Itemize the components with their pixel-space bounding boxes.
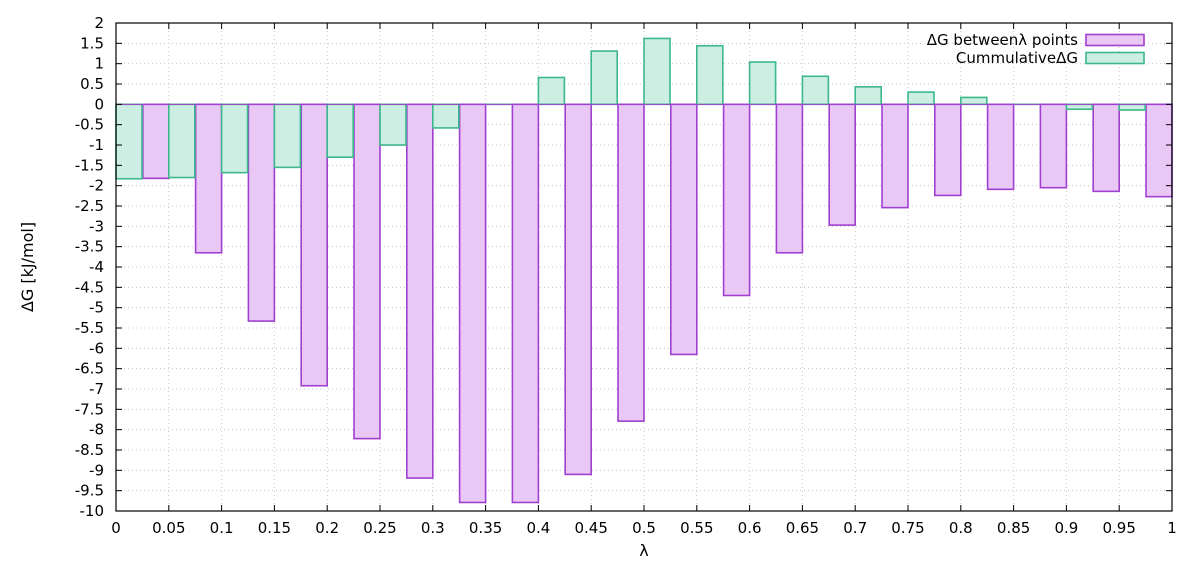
y-tick-label: 1.5 bbox=[80, 34, 104, 52]
y-tick-label: -6 bbox=[89, 339, 104, 357]
x-tick-label: 0.35 bbox=[469, 519, 502, 537]
y-tick-label: -3 bbox=[89, 217, 104, 235]
y-tick-label: -9 bbox=[89, 461, 104, 479]
bar-cumulative bbox=[115, 103, 143, 180]
x-tick-label: 0.05 bbox=[152, 519, 185, 537]
y-tick-label: -5.5 bbox=[75, 319, 104, 337]
legend: ΔG betweenλ points CummulativeΔG bbox=[927, 31, 1145, 67]
y-tick-label: -4 bbox=[89, 258, 104, 276]
y-tick-label: 0.5 bbox=[80, 75, 104, 93]
bar-cumulative bbox=[959, 96, 988, 106]
bar-cumulative bbox=[801, 75, 830, 106]
x-tick-label: 0.65 bbox=[786, 519, 819, 537]
bar-cumulative bbox=[379, 103, 407, 146]
bar-between bbox=[775, 103, 804, 254]
bar-between bbox=[1145, 103, 1173, 198]
bar-between bbox=[722, 103, 751, 297]
bars-layer bbox=[115, 37, 1173, 504]
bar-cumulative bbox=[1065, 103, 1094, 111]
x-tick-label: 1 bbox=[1167, 519, 1177, 537]
bar-between bbox=[1039, 103, 1068, 189]
x-axis-label: λ bbox=[639, 541, 648, 560]
bar-between bbox=[564, 103, 593, 476]
bar-cumulative bbox=[695, 44, 724, 106]
bar-cumulative bbox=[854, 86, 883, 106]
y-tick-label: -3.5 bbox=[75, 238, 104, 256]
bar-between bbox=[986, 103, 1015, 191]
bar-between bbox=[353, 103, 381, 440]
bar-between bbox=[142, 103, 170, 180]
bar-between bbox=[1092, 103, 1120, 193]
bar-between bbox=[617, 103, 645, 422]
x-tick-label: 0.2 bbox=[315, 519, 339, 537]
x-tick-label: 0.25 bbox=[363, 519, 396, 537]
x-tick-label: 0.75 bbox=[891, 519, 924, 537]
bar-cumulative bbox=[326, 103, 355, 159]
bar-cumulative bbox=[537, 76, 566, 106]
bar-cumulative bbox=[907, 91, 935, 106]
x-tick-labels: 0 0.05 0.1 0.15 0.2 0.25 0.3 0.35 0.4 0.45 0.5 0.55… bbox=[111, 519, 1177, 537]
y-tick-label: -2.5 bbox=[75, 197, 104, 215]
y-tick-label: -5 bbox=[89, 299, 104, 317]
bar-cumulative bbox=[590, 50, 619, 106]
legend-swatch-cumulative bbox=[1085, 51, 1145, 65]
x-tick-label: 0.15 bbox=[258, 519, 291, 537]
y-tick-label: -8 bbox=[89, 421, 104, 439]
y-tick-label: -1.5 bbox=[75, 156, 104, 174]
bar-between bbox=[300, 103, 329, 387]
legend-swatch-between bbox=[1085, 33, 1145, 47]
bar-between bbox=[458, 103, 487, 504]
x-tick-label: 0.55 bbox=[680, 519, 713, 537]
x-tick-label: 0.3 bbox=[421, 519, 445, 537]
legend-entry-between-label: ΔG betweenλ points bbox=[927, 31, 1078, 49]
bar-cumulative bbox=[1118, 103, 1146, 111]
x-tick-label: 0.6 bbox=[738, 519, 762, 537]
bar-cumulative bbox=[431, 103, 460, 129]
x-tick-label: 0.85 bbox=[997, 519, 1030, 537]
bar-cumulative bbox=[643, 37, 671, 106]
y-tick-label: -6.5 bbox=[75, 360, 104, 378]
bar-between bbox=[933, 103, 962, 197]
bar-between bbox=[247, 103, 276, 322]
x-tick-label: 0 bbox=[111, 519, 121, 537]
y-tick-labels: 2 1.5 1 0.5 0 -0.5 -1 -1.5 -2 -2.5 -3 -3.5 -4 -4.5 -5 -… bbox=[75, 14, 104, 520]
y-tick-label: -1 bbox=[89, 136, 104, 154]
bar-between bbox=[405, 103, 434, 479]
bar-cumulative bbox=[748, 61, 777, 106]
x-tick-label: 0.7 bbox=[843, 519, 867, 537]
y-tick-label: -2 bbox=[89, 177, 104, 195]
x-tick-label: 0.95 bbox=[1102, 519, 1135, 537]
y-tick-label: -7.5 bbox=[75, 400, 104, 418]
x-tick-label: 0.5 bbox=[632, 519, 656, 537]
y-tick-label: -8.5 bbox=[75, 441, 104, 459]
bar-between bbox=[828, 103, 857, 226]
x-tick-label: 0.1 bbox=[210, 519, 234, 537]
bar-between bbox=[881, 103, 909, 209]
bar-cumulative bbox=[168, 103, 196, 179]
y-tick-label: 0 bbox=[94, 95, 104, 113]
x-tick-label: 0.8 bbox=[949, 519, 973, 537]
y-axis-label: ΔG [kJ/mol] bbox=[18, 222, 37, 312]
bar-between bbox=[194, 103, 223, 254]
y-tick-label: -10 bbox=[80, 502, 105, 520]
bar-cumulative bbox=[273, 103, 302, 169]
legend-entry-cumulative-label: CummulativeΔG bbox=[956, 49, 1078, 67]
bar-between bbox=[511, 103, 540, 504]
bar-cumulative bbox=[220, 103, 249, 174]
x-tick-label: 0.9 bbox=[1054, 519, 1078, 537]
y-tick-label: -4.5 bbox=[75, 278, 104, 296]
ticks-layer bbox=[115, 22, 1173, 512]
x-tick-label: 0.4 bbox=[526, 519, 550, 537]
bar-between bbox=[669, 103, 698, 356]
y-tick-label: 2 bbox=[94, 14, 104, 32]
y-tick-label: 1 bbox=[94, 55, 104, 73]
y-tick-label: -9.5 bbox=[75, 482, 104, 500]
x-tick-label: 0.45 bbox=[574, 519, 607, 537]
y-tick-label: -0.5 bbox=[75, 116, 104, 134]
y-tick-label: -7 bbox=[89, 380, 104, 398]
